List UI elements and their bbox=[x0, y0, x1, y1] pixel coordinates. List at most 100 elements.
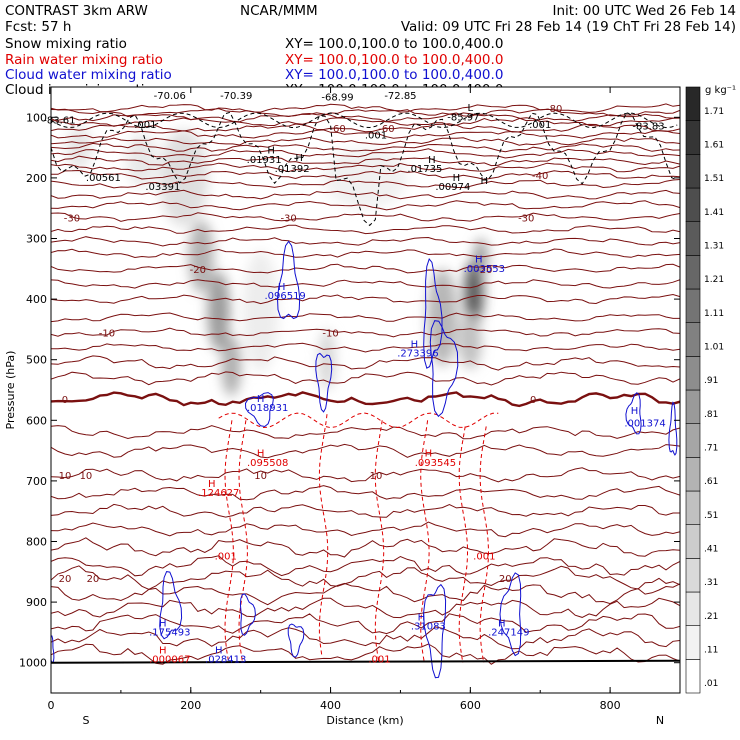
colorbar-cell bbox=[685, 524, 701, 559]
isotherm-label: -60 bbox=[329, 124, 345, 135]
isotherm-label: -30 bbox=[518, 213, 534, 224]
colorbar-label: .31 bbox=[704, 578, 718, 588]
rain-contour bbox=[238, 420, 248, 663]
extremum-label: H bbox=[481, 176, 489, 187]
isotherm-minor bbox=[51, 485, 680, 501]
colorbar-label: 1.41 bbox=[704, 208, 724, 218]
cloud-water-contour bbox=[315, 352, 333, 413]
colorbar-cell bbox=[685, 457, 701, 492]
isotherm-0 bbox=[51, 391, 680, 408]
cloud-water-contour bbox=[429, 320, 459, 418]
extremum-label: H bbox=[418, 612, 426, 623]
isotherm-minor bbox=[51, 117, 680, 127]
ice-label: H bbox=[453, 173, 461, 184]
extremum-label: .093545 bbox=[415, 458, 456, 469]
y-tick-label: 900 bbox=[26, 596, 47, 609]
y-tick-label: 1000 bbox=[19, 657, 47, 670]
header-center-title: NCAR/MMM bbox=[240, 3, 318, 19]
extremum-label: H bbox=[425, 449, 433, 460]
snow-blob bbox=[464, 259, 484, 327]
cloud-water-contour bbox=[276, 240, 301, 320]
ice-label: L bbox=[468, 103, 474, 114]
temperature-contours: -80-60 -60-40-30 -30 -30-20 -20-10 -100 010 10 1… bbox=[51, 103, 680, 665]
field-xy-snow: XY= 100.0,100.0 to 100.0,400.0 bbox=[285, 36, 503, 52]
isotherm-minor bbox=[51, 626, 680, 650]
colorbar-cell bbox=[685, 356, 701, 391]
isotherm-label: -20 bbox=[190, 265, 206, 276]
colorbar-label: .71 bbox=[704, 444, 718, 454]
isotherm-10 bbox=[51, 467, 680, 483]
snow-blob bbox=[221, 335, 242, 397]
extremum-label: .273396 bbox=[397, 349, 438, 360]
colorbar-cell bbox=[685, 221, 701, 256]
isotherm--10 bbox=[51, 327, 680, 338]
extremum-label: .001374 bbox=[624, 418, 665, 429]
isotherm-minor bbox=[51, 179, 680, 189]
y-tick-label: 400 bbox=[26, 293, 47, 306]
extremum-label: H bbox=[257, 394, 265, 405]
isotherm-minor bbox=[51, 597, 680, 619]
colorbar-cell bbox=[685, 187, 701, 222]
isotherm-minor bbox=[51, 371, 680, 386]
extremum-label: .175493 bbox=[149, 627, 190, 638]
isotherm-minor bbox=[51, 108, 680, 118]
extremum-label: .01931 bbox=[247, 155, 282, 166]
isotherm--80 bbox=[51, 103, 680, 113]
snow-shading bbox=[66, 126, 488, 397]
x-tick-label: 800 bbox=[600, 699, 621, 712]
cloud-water-contour bbox=[423, 583, 447, 679]
colorbar-cell bbox=[685, 86, 701, 121]
x-tick-label: 200 bbox=[180, 699, 201, 712]
extremum-label: .01735 bbox=[407, 164, 442, 175]
isotherm-label: 10 bbox=[59, 471, 72, 482]
colorbar-cell bbox=[685, 558, 701, 593]
plot-frame bbox=[50, 86, 681, 694]
colorbar-cell bbox=[685, 255, 701, 290]
extremum-label: .01392 bbox=[275, 164, 310, 175]
isotherm-20 bbox=[51, 565, 680, 590]
isotherm-label: 20 bbox=[499, 574, 512, 585]
isotherm-minor bbox=[51, 155, 680, 167]
rain-contour bbox=[224, 420, 234, 663]
colorbar-label: .61 bbox=[704, 477, 718, 487]
colorbar: .01 .11 .21 .31 .41 .51 .61 .71 .81 .91 1.01 1.11 1.… bbox=[685, 86, 724, 694]
colorbar-label: .11 bbox=[704, 646, 718, 656]
ice-label: -85.97 bbox=[447, 112, 479, 123]
extremum-label: H bbox=[159, 646, 167, 657]
colorbar-cell bbox=[685, 288, 701, 323]
extremum-label: .001 bbox=[368, 655, 390, 666]
field-label-cloud-water: Cloud water mixing ratio bbox=[5, 67, 172, 83]
ice-label: .001 bbox=[134, 120, 156, 131]
isotherm-minor bbox=[51, 355, 680, 371]
x-tick-label: 0 bbox=[48, 699, 55, 712]
extremum-label: .000067 bbox=[149, 655, 190, 666]
snow-blob bbox=[243, 250, 279, 372]
ice-label: -83.83 bbox=[632, 121, 664, 132]
cloud-water-contour bbox=[625, 392, 642, 435]
extremum-label: .124627 bbox=[198, 488, 239, 499]
extremum-label: H bbox=[631, 406, 639, 417]
colorbar-label: .81 bbox=[704, 410, 718, 420]
isotherm-minor bbox=[51, 425, 680, 440]
isotherm-minor bbox=[51, 248, 680, 259]
plot-area: -80-60 -60-40-30 -30 -30-20 -20-10 -100 010 10 1… bbox=[19, 86, 681, 712]
isotherm-minor bbox=[51, 293, 680, 305]
colorbar-cell bbox=[685, 625, 701, 660]
extremum-label: H bbox=[159, 618, 167, 629]
contour-labels: H.01931 H.01392H.01735H.00561.03391H.0965… bbox=[43, 91, 665, 666]
cloud-water-contour bbox=[668, 401, 678, 456]
ice-label: -68.99 bbox=[321, 92, 353, 103]
colorbar-cell bbox=[685, 154, 701, 189]
extremum-label: H bbox=[428, 155, 436, 166]
extremum-label: H bbox=[215, 646, 223, 657]
isotherm-minor bbox=[51, 142, 680, 153]
ice-label: .001 bbox=[529, 120, 551, 131]
extremum-label: .31083 bbox=[411, 621, 446, 632]
extremum-label: .001 bbox=[473, 552, 495, 563]
snow-blob bbox=[188, 220, 214, 294]
extremum-label: .003553 bbox=[464, 264, 505, 275]
rain-contour bbox=[420, 420, 430, 663]
cloud-ice-contour bbox=[51, 112, 678, 129]
cloud-water-contour bbox=[159, 571, 183, 640]
isotherm-minor bbox=[51, 200, 680, 211]
